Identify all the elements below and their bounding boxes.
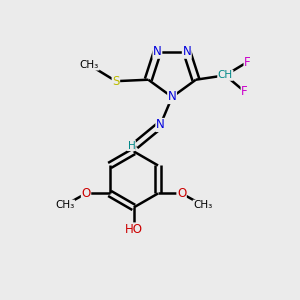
Text: CH: CH [218,70,233,80]
Text: F: F [244,56,251,68]
Text: N: N [156,118,165,131]
Text: O: O [81,187,91,200]
Text: F: F [241,85,248,98]
Text: N: N [168,91,176,103]
Text: S: S [112,75,120,88]
Text: N: N [153,45,162,58]
Text: CH₃: CH₃ [55,200,74,210]
Text: CH₃: CH₃ [80,60,99,70]
Text: N: N [182,45,191,58]
Text: HO: HO [125,223,143,236]
Text: CH₃: CH₃ [193,200,212,210]
Text: H: H [128,141,135,151]
Text: O: O [177,187,186,200]
